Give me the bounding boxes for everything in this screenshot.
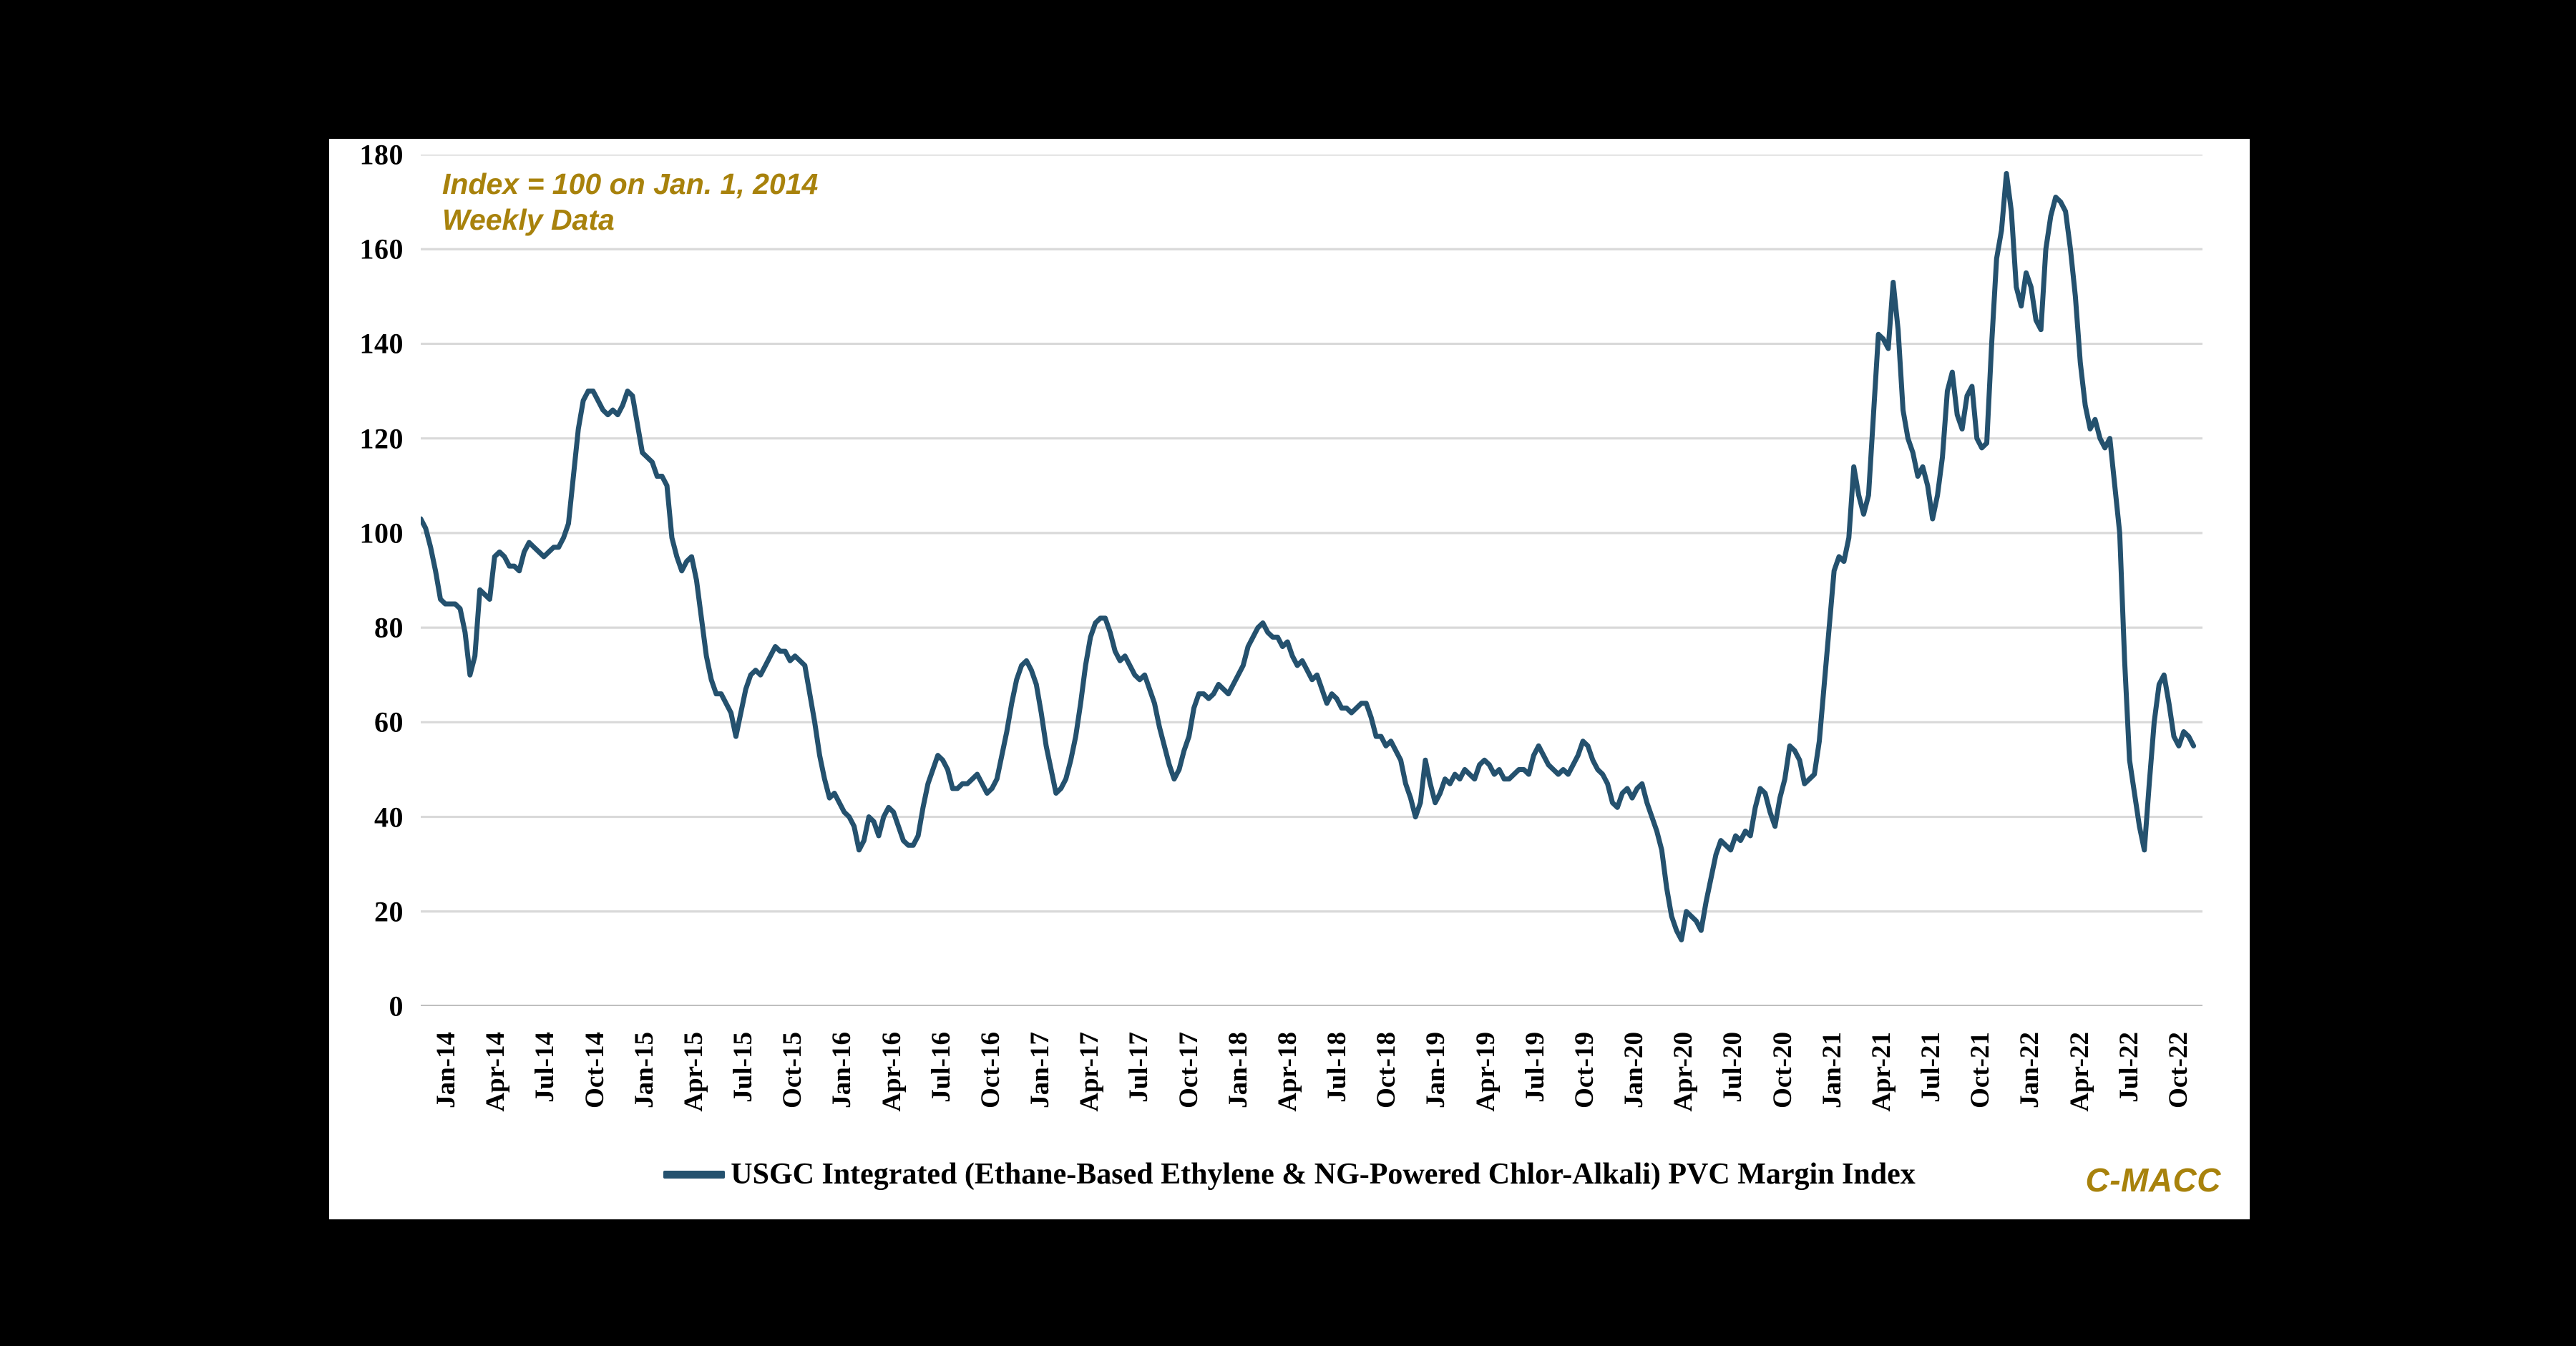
y-tick-label-140: 140 <box>359 327 404 360</box>
x-tick-label-jul-15: Jul-15 <box>728 1032 758 1103</box>
x-tick-label-jul-14: Jul-14 <box>530 1032 560 1103</box>
y-axis-labels: 0 20 40 60 80 100 120 140 160 180 <box>329 139 414 1023</box>
x-tick-label-oct-20: Oct-20 <box>1767 1032 1797 1108</box>
chart-panel: 0 20 40 60 80 100 120 140 160 180 Jan-14 Apr-14 Jul… <box>329 139 2250 1219</box>
x-tick-label-jan-15: Jan-15 <box>629 1032 659 1108</box>
x-tick-label-oct-21: Oct-21 <box>1966 1032 1996 1108</box>
x-tick-label-apr-16: Apr-16 <box>877 1032 907 1112</box>
x-tick-label-apr-21: Apr-21 <box>1866 1032 1896 1112</box>
x-tick-label-jul-18: Jul-18 <box>1322 1032 1352 1103</box>
x-tick-label-jul-21: Jul-21 <box>1916 1032 1946 1103</box>
x-axis-labels: Jan-14 Apr-14 Jul-14 Oct-14 Jan-15 Apr-15 Jul-… <box>421 1032 2202 1168</box>
x-tick-label-oct-14: Oct-14 <box>580 1032 610 1108</box>
x-tick-label-jan-20: Jan-20 <box>1619 1032 1649 1108</box>
x-tick-label-jan-21: Jan-21 <box>1817 1032 1847 1108</box>
x-tick-label-apr-20: Apr-20 <box>1669 1032 1699 1112</box>
chart-annotation: Index = 100 on Jan. 1, 2014 Weekly Data <box>442 166 818 238</box>
x-tick-label-jan-16: Jan-16 <box>827 1032 857 1108</box>
x-tick-label-oct-17: Oct-17 <box>1174 1032 1204 1108</box>
y-tick-label-60: 60 <box>374 706 404 738</box>
plot-area <box>421 155 2202 1006</box>
y-tick-label-160: 160 <box>359 233 404 265</box>
x-tick-label-oct-15: Oct-15 <box>778 1032 808 1108</box>
x-tick-label-jul-22: Jul-22 <box>2114 1032 2144 1103</box>
x-tick-label-oct-16: Oct-16 <box>975 1032 1005 1108</box>
x-tick-label-oct-18: Oct-18 <box>1372 1032 1402 1108</box>
x-tick-label-apr-22: Apr-22 <box>2064 1032 2094 1112</box>
x-tick-label-jan-14: Jan-14 <box>431 1032 461 1108</box>
x-tick-label-apr-19: Apr-19 <box>1470 1032 1501 1112</box>
y-tick-label-120: 120 <box>359 422 404 455</box>
x-tick-label-oct-19: Oct-19 <box>1569 1032 1599 1108</box>
y-tick-label-40: 40 <box>374 801 404 834</box>
line-chart-svg <box>421 155 2202 1006</box>
x-tick-label-oct-22: Oct-22 <box>2163 1032 2193 1108</box>
x-tick-label-jan-22: Jan-22 <box>2015 1032 2045 1108</box>
x-tick-label-jul-16: Jul-16 <box>926 1032 956 1103</box>
legend-label: USGC Integrated (Ethane-Based Ethylene &… <box>731 1158 1916 1191</box>
brand-watermark: C-MACC <box>2085 1161 2221 1199</box>
y-tick-label-20: 20 <box>374 895 404 928</box>
series-line-0 <box>421 170 2197 942</box>
x-tick-label-apr-14: Apr-14 <box>481 1032 511 1112</box>
y-tick-label-180: 180 <box>359 138 404 171</box>
chart-legend: USGC Integrated (Ethane-Based Ethylene &… <box>329 1149 2250 1199</box>
annotation-line-2: Weekly Data <box>442 203 615 237</box>
x-tick-label-apr-17: Apr-17 <box>1075 1032 1105 1112</box>
x-tick-label-jan-19: Jan-19 <box>1421 1032 1451 1108</box>
x-tick-label-jul-20: Jul-20 <box>1718 1032 1748 1103</box>
x-tick-label-jan-18: Jan-18 <box>1223 1032 1253 1108</box>
legend-swatch-icon <box>663 1170 726 1179</box>
annotation-line-1: Index = 100 on Jan. 1, 2014 <box>442 167 819 200</box>
y-tick-label-80: 80 <box>374 611 404 644</box>
y-tick-label-100: 100 <box>359 517 404 550</box>
y-tick-label-0: 0 <box>389 990 404 1023</box>
x-tick-label-jan-17: Jan-17 <box>1025 1032 1055 1108</box>
x-tick-label-apr-15: Apr-15 <box>678 1032 708 1112</box>
x-tick-label-jul-19: Jul-19 <box>1520 1032 1550 1103</box>
x-tick-label-jul-17: Jul-17 <box>1124 1032 1154 1103</box>
x-tick-label-apr-18: Apr-18 <box>1272 1032 1302 1112</box>
